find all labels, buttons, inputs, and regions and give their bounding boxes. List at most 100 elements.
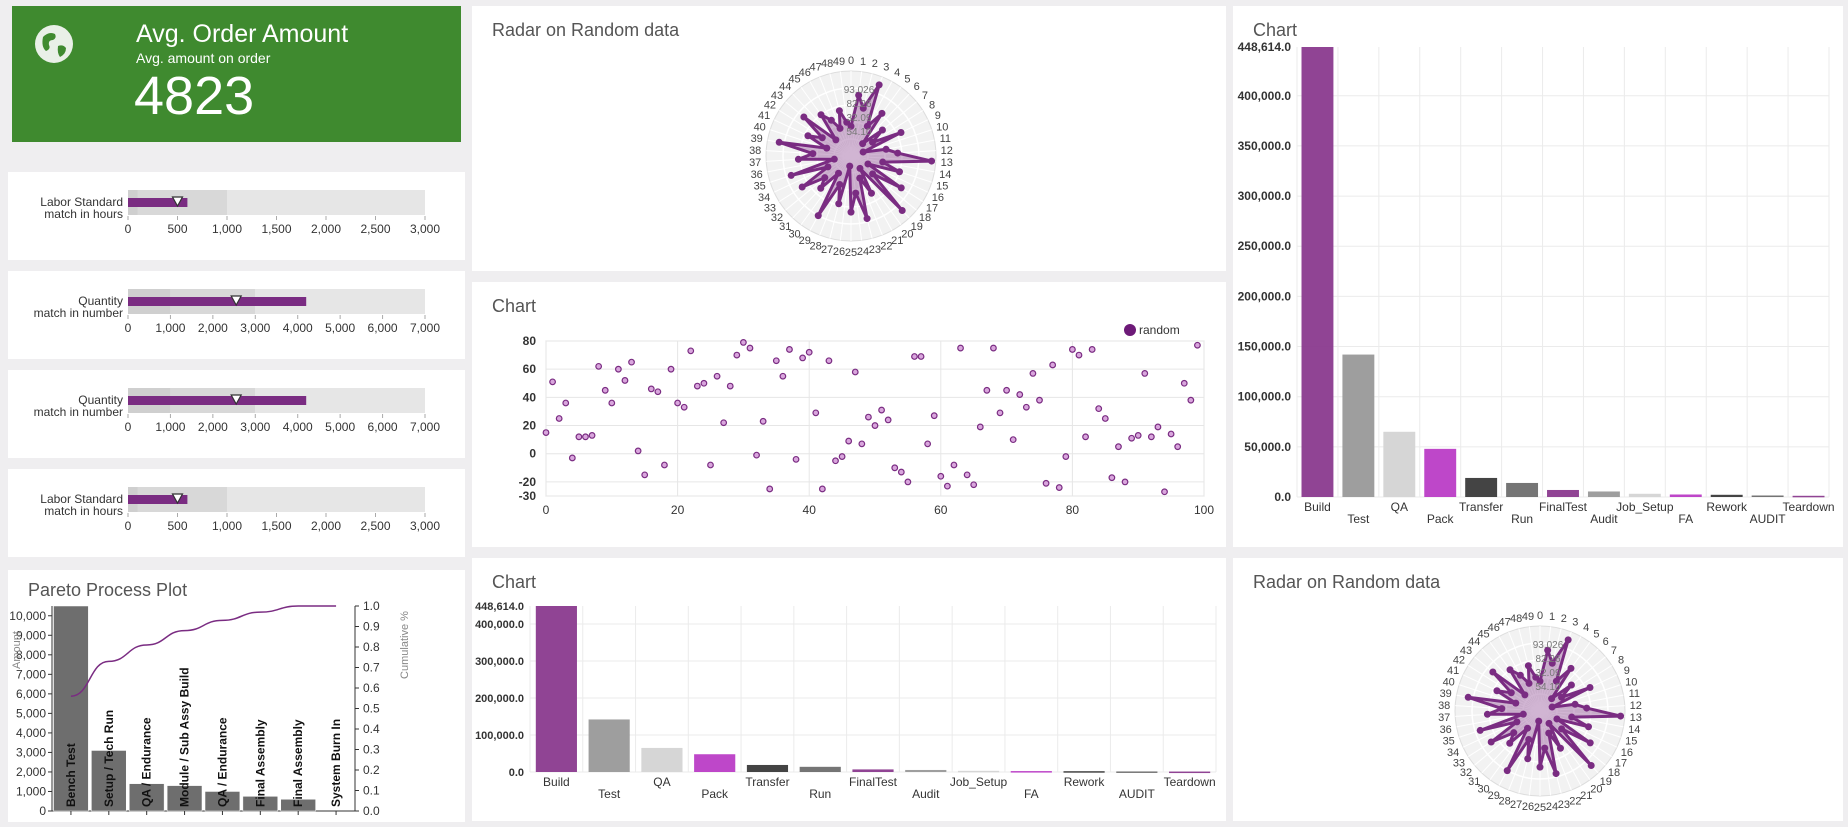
radar-point [863, 122, 871, 130]
pareto-category-label: Setup / Tech Run [102, 710, 116, 807]
scatter-point [1154, 423, 1162, 431]
pareto-y2tick-label: 1.0 [363, 599, 380, 613]
bullet-tick-label: 500 [167, 519, 187, 533]
radar-point [855, 91, 863, 99]
radar-point [1567, 664, 1575, 672]
scatter-point [713, 372, 721, 380]
scatter-point [818, 485, 826, 493]
scatter-point [1009, 436, 1017, 444]
radar-axis-label: 9 [935, 110, 941, 122]
scatter-point [667, 365, 675, 373]
radar-axis-label: 1 [1549, 611, 1555, 623]
radar-axis-label: 11 [940, 133, 951, 145]
scatter-point [687, 347, 695, 355]
radar-point [882, 145, 890, 153]
radar-axis-label: 43 [771, 90, 783, 102]
scatter-point [786, 346, 793, 353]
bar [1342, 354, 1375, 497]
bullet-marker [230, 295, 243, 307]
scatter-ytick-label: 80 [523, 334, 537, 348]
radar-axis-label: 42 [764, 100, 776, 112]
bar-ytick-label: 100,000.0 [475, 730, 524, 742]
radar-point [818, 134, 826, 142]
bar-category-label: FA [1678, 512, 1693, 526]
radar-axis-label: 45 [788, 73, 800, 85]
bullet-label-4b: match in hours [44, 504, 123, 518]
radar-axis-label: 7 [922, 90, 928, 102]
radar-spoke [850, 155, 929, 193]
radar-point [1525, 679, 1533, 687]
bar [1010, 771, 1052, 773]
bullet-tick-label: 2,000 [311, 222, 341, 236]
radar-point [827, 116, 835, 124]
radar-ring-label: 82.26 [1535, 654, 1560, 665]
pareto-y2tick-label: 0.4 [363, 722, 380, 736]
radar-axis-label: 11 [1629, 688, 1640, 700]
radar-point [1487, 738, 1495, 746]
radar-spoke [770, 129, 852, 157]
pareto-ytick-label: 2,000 [16, 765, 46, 779]
radar-point [863, 215, 871, 223]
radar-point [928, 157, 936, 165]
scatter-xtick-label: 20 [671, 503, 685, 517]
bar [535, 606, 577, 772]
pareto-ytick-label: 0 [39, 804, 46, 818]
radar-axis-label: 5 [904, 73, 910, 85]
radar-axis-label: 41 [1447, 665, 1459, 677]
kpi-subtitle: Avg. amount on order [136, 50, 271, 66]
bullet-label-2a: Quantity [78, 294, 123, 308]
bar-category-label: QA [653, 775, 670, 789]
scatter-point [654, 388, 662, 396]
bullet-tick-label: 1,000 [212, 222, 242, 236]
scatter-point [1095, 405, 1103, 413]
scatter-ytick-label: -30 [519, 489, 537, 503]
radar-axis-label: 49 [1522, 611, 1534, 623]
radar-spoke [1508, 631, 1541, 712]
bar [905, 769, 947, 772]
radar-point [1545, 729, 1553, 737]
radar-point [821, 174, 829, 182]
radar-spoke [1528, 626, 1541, 712]
scatter-title: Chart [492, 296, 537, 316]
radar-point [859, 140, 867, 148]
radar-point [898, 207, 906, 215]
radar-point [1512, 699, 1520, 707]
radar-point [1586, 683, 1594, 691]
scatter-point [1141, 370, 1149, 377]
radar-ring-label: 54.10 [846, 127, 871, 138]
radar-point [1545, 719, 1553, 727]
radar-axis-label: 4 [894, 67, 900, 79]
scatter-point [1167, 430, 1175, 438]
scatter-point [549, 378, 556, 386]
scatter-point [871, 422, 879, 429]
scatter-point [674, 399, 682, 407]
pareto-y2tick-label: 0.8 [363, 640, 380, 654]
radar-axis-label: 23 [869, 244, 881, 256]
radar-point [1567, 681, 1575, 689]
radar-axis-label: 18 [919, 212, 931, 224]
bar-right-title: Chart [1253, 20, 1298, 40]
radar-axis-label: 46 [799, 67, 811, 79]
bar [1628, 493, 1661, 497]
radar-axis-label: 21 [1580, 790, 1592, 802]
scatter-point [1194, 341, 1201, 349]
radar-ring-label: 93.026 [844, 85, 875, 96]
radar-axis-label: 14 [939, 169, 951, 181]
scatter-legend-label: random [1139, 323, 1180, 337]
scatter-xtick-label: 80 [1066, 503, 1080, 517]
bullet-tick-label: 3,000 [410, 222, 440, 236]
bar [746, 764, 789, 772]
bullet-tick-label: 0 [125, 519, 132, 533]
radar-point [1506, 739, 1514, 747]
scatter-point [970, 481, 978, 489]
radar-point [824, 163, 832, 171]
bullet-tick-label: 3,000 [240, 420, 270, 434]
pareto-ytick-label: 1,000 [16, 784, 46, 798]
pareto-bar [53, 605, 89, 812]
bar-ytick-label: 0.0 [1274, 490, 1291, 504]
radar-spoke [1539, 636, 1582, 712]
scatter-point [845, 437, 853, 445]
scatter-point [930, 412, 938, 420]
scatter-point [1003, 386, 1010, 394]
radar-axis-label: 25 [845, 247, 857, 259]
